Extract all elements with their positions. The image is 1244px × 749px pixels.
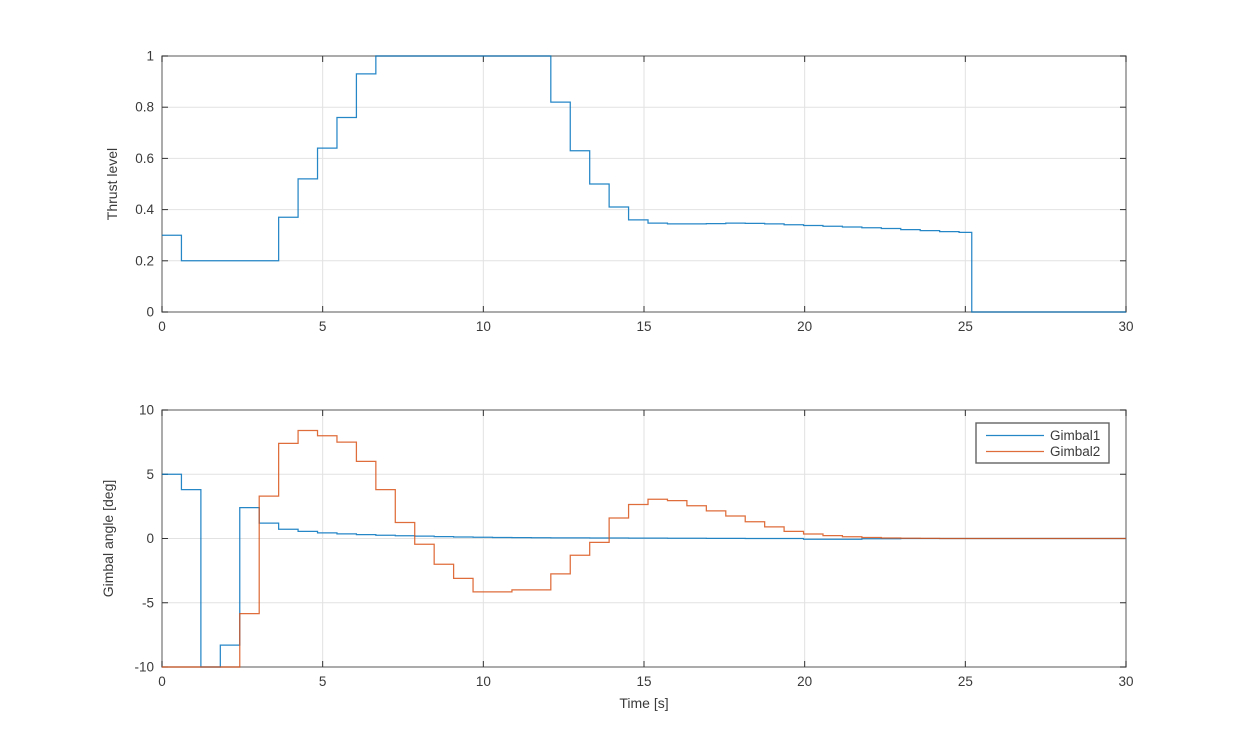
series-thrust [162, 55, 1126, 313]
y-tick-label: 5 [146, 467, 154, 482]
x-tick-label: 5 [319, 674, 327, 689]
x-tick-label: 25 [958, 319, 973, 334]
y-tick-label: 0 [146, 531, 154, 546]
legend-label: Gimbal2 [1050, 444, 1100, 459]
y-tick-label: 0 [146, 305, 154, 320]
thrust-chart: 0 5 10 15 20 25 30 0 0.2 0.4 0.6 0.8 1 Thrust level [104, 49, 1134, 335]
x-tick-label: 5 [319, 319, 327, 334]
series-gimbal2 [162, 429, 1126, 668]
x-tick-label: 30 [1118, 319, 1133, 334]
y-tick-label: 0.6 [135, 151, 154, 166]
gimbal-chart: 0 5 10 15 20 25 30 -10 -5 0 5 10 Gimbal angle [deg] T… [100, 403, 1134, 712]
y-tick-label: 1 [146, 49, 154, 64]
legend-box [975, 422, 1110, 464]
y-tick-label: 0.8 [135, 100, 154, 115]
y-tick-label: -5 [142, 595, 154, 610]
legend-label: Gimbal1 [1050, 428, 1100, 443]
x-tick-label: 10 [476, 674, 491, 689]
x-tick-label: 25 [958, 674, 973, 689]
y-tick-label: 0.2 [135, 253, 154, 268]
y-tick-label: 0.4 [135, 202, 154, 217]
x-tick-label: 30 [1118, 674, 1133, 689]
y-axis-label: Gimbal angle [deg] [100, 480, 116, 598]
x-tick-label: 20 [797, 319, 812, 334]
y-tick-label: -10 [134, 660, 154, 675]
x-tick-label: 0 [158, 674, 166, 689]
y-axis-label: Thrust level [104, 148, 120, 220]
x-axis-label: Time [s] [619, 695, 668, 711]
y-tick-label: 10 [139, 403, 154, 418]
x-tick-label: 15 [636, 319, 651, 334]
x-tick-label: 0 [158, 319, 166, 334]
x-tick-label: 10 [476, 319, 491, 334]
x-tick-label: 20 [797, 674, 812, 689]
x-tick-label: 15 [636, 674, 651, 689]
